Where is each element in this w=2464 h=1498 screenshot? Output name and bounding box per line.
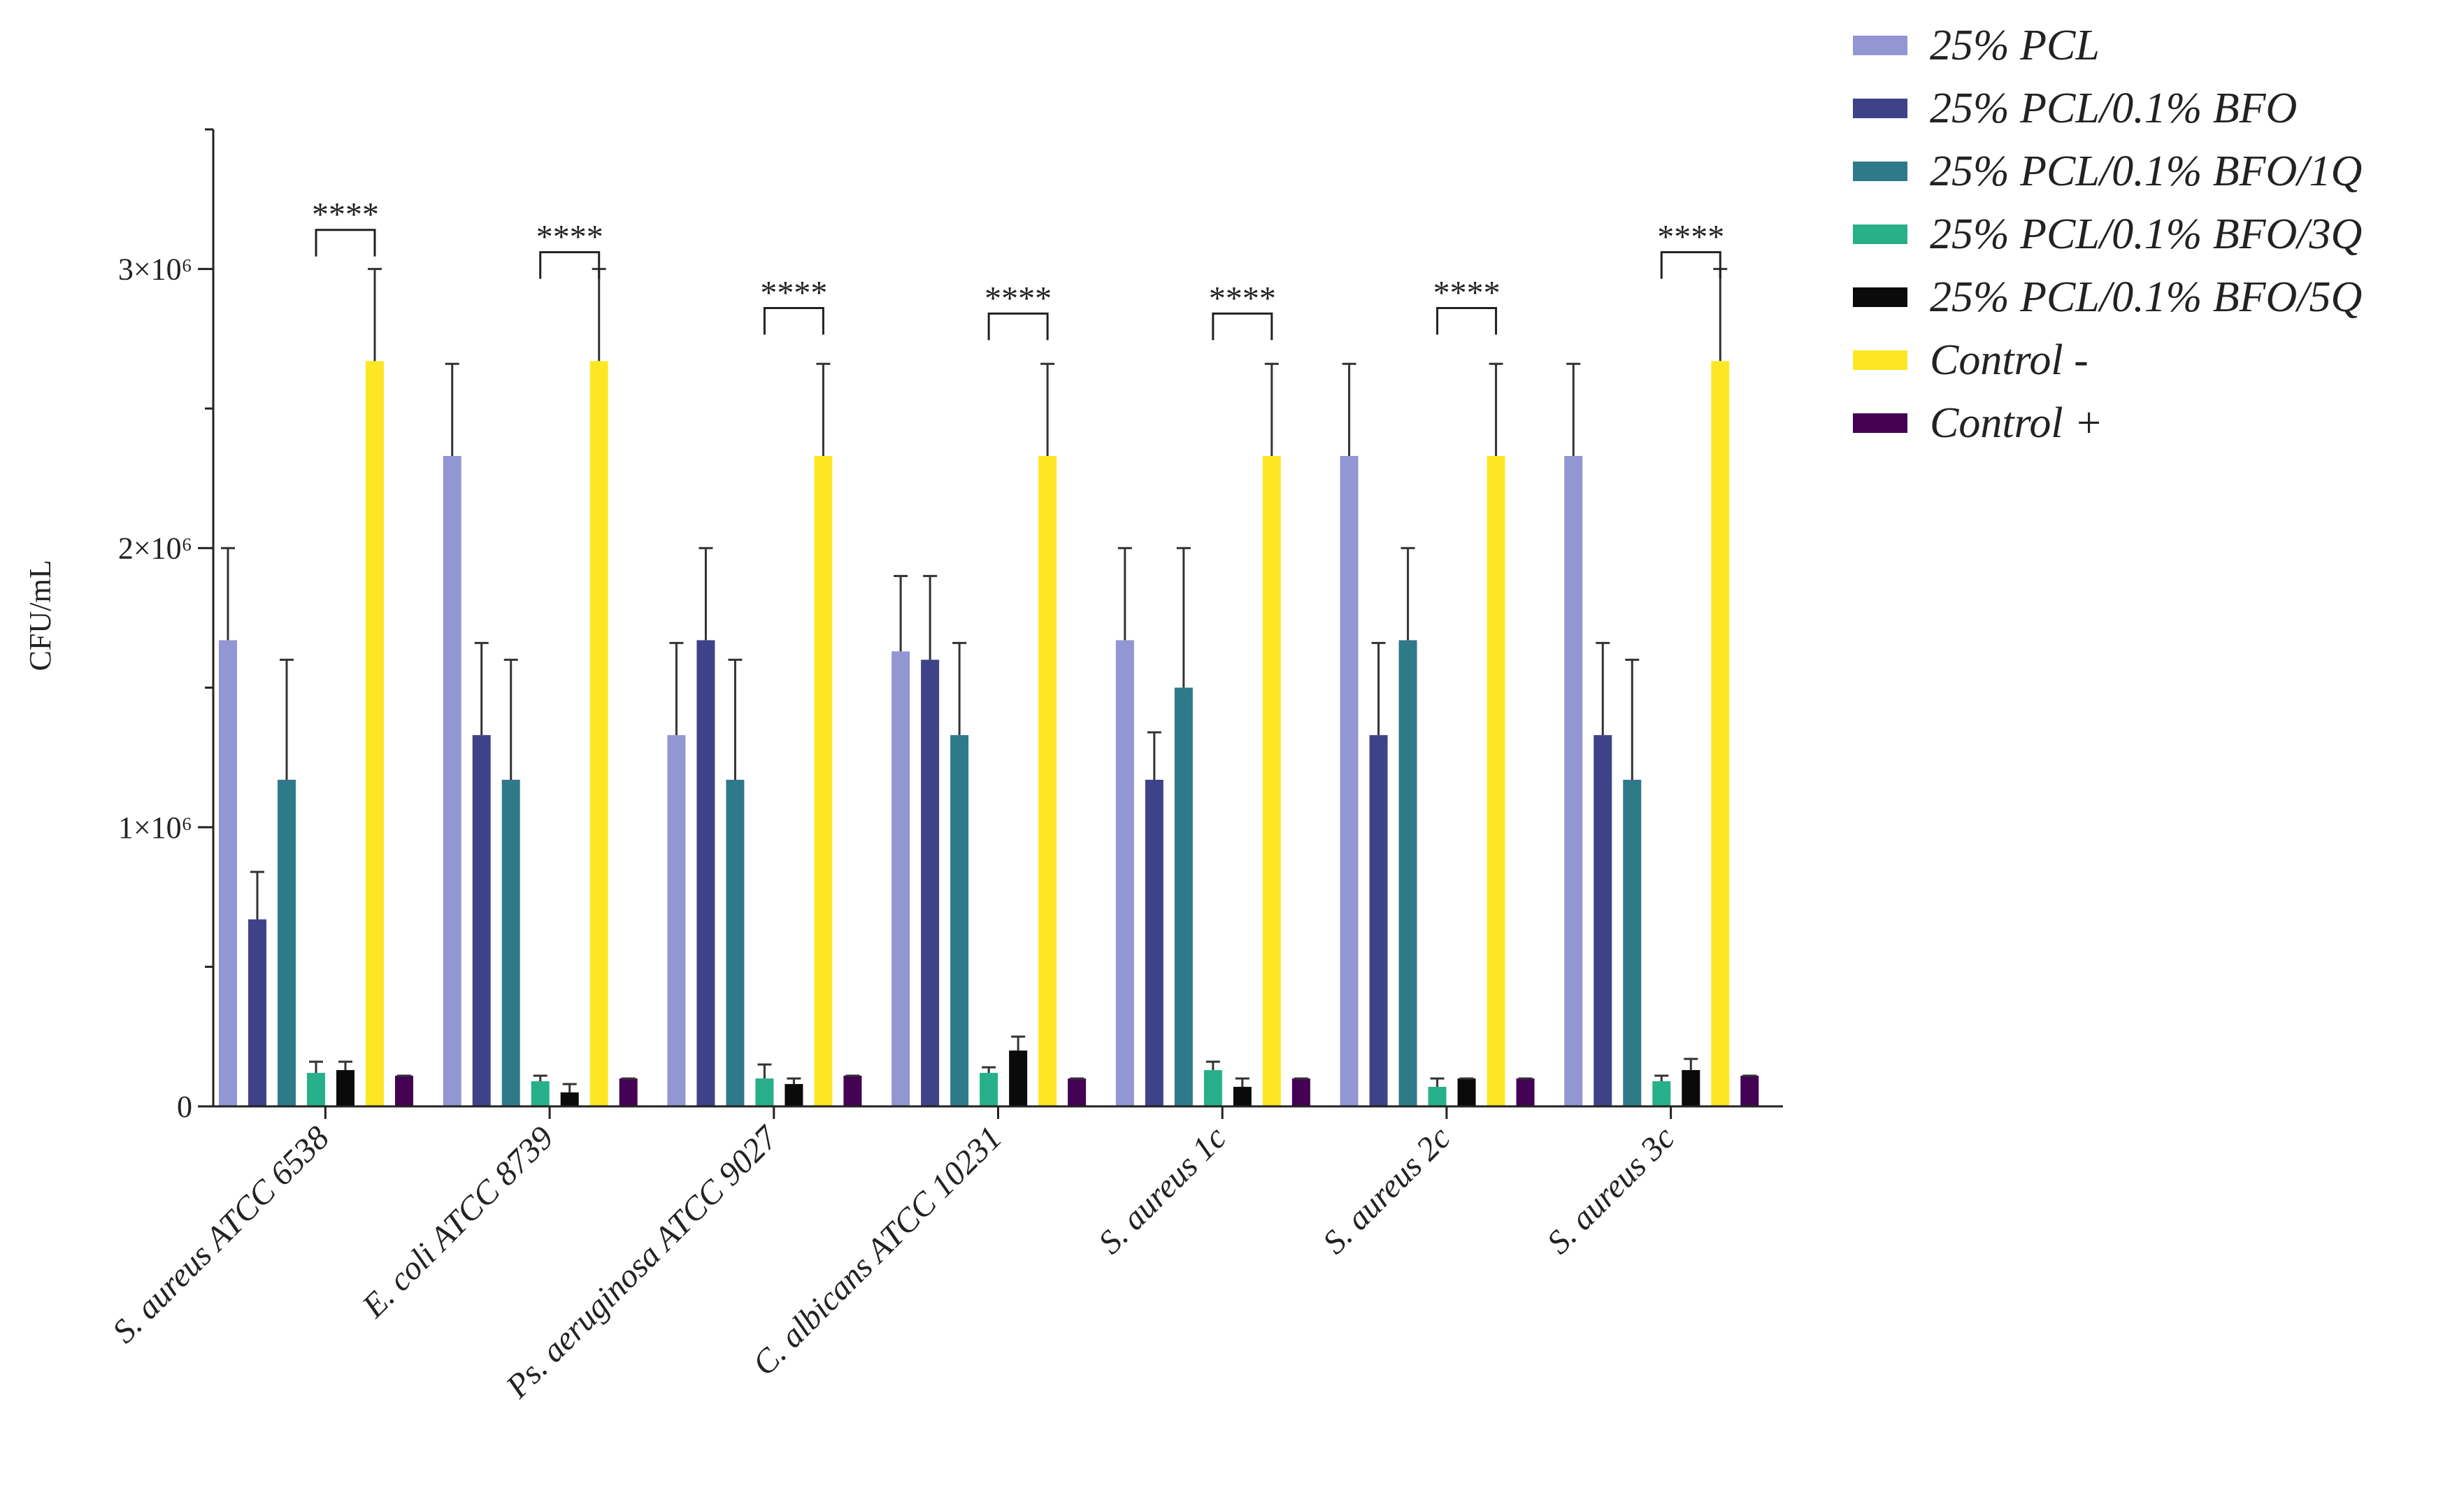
bar — [891, 651, 910, 1106]
significance-bracket — [315, 229, 376, 257]
legend-label: 25% PCL/0.1% BFO/1Q — [1930, 148, 2362, 195]
bar — [1487, 455, 1505, 1106]
x-tick-label: S. aureus 2c — [1316, 1119, 1458, 1261]
bar — [560, 1092, 579, 1106]
bar — [1038, 455, 1057, 1106]
significance-bracket — [1660, 251, 1721, 279]
bar — [1740, 1076, 1759, 1106]
legend-swatch — [1853, 224, 1907, 244]
bar — [1068, 1078, 1087, 1106]
bar — [1145, 780, 1163, 1106]
bar — [785, 1084, 803, 1106]
bar — [755, 1078, 774, 1106]
bar — [1203, 1070, 1222, 1106]
bar — [1291, 1078, 1310, 1106]
significance-label: **** — [312, 197, 379, 234]
bar — [219, 640, 237, 1106]
bar — [501, 780, 520, 1106]
y-axis-label: CFU/mL — [23, 560, 57, 671]
y-tick-label: 3×10⁶ — [118, 252, 192, 287]
x-axis: S. aureus ATCC 6538 E. coli ATCC 8739Ps. … — [106, 1105, 1783, 1406]
bar — [921, 659, 940, 1106]
bar — [1428, 1087, 1447, 1106]
significance-label: **** — [760, 274, 827, 311]
legend-label: 25% PCL/0.1% BFO/5Q — [1930, 273, 2362, 321]
bar — [814, 455, 833, 1106]
y-axis: 0 1×10⁶ 2×10⁶ 3×10⁶ — [118, 128, 215, 1124]
bar — [726, 780, 745, 1106]
bar — [1369, 735, 1388, 1106]
significance-label: **** — [1657, 219, 1724, 256]
x-tick-label: C. albicans ATCC 10231 — [745, 1119, 1009, 1383]
significance-label: **** — [984, 280, 1052, 317]
legend-label: 25% PCL — [1930, 22, 2100, 69]
significance-label: **** — [536, 219, 603, 256]
bar — [1457, 1078, 1476, 1106]
x-tick-label: S. aureus 3c — [1540, 1119, 1682, 1261]
legend-swatch — [1853, 162, 1907, 181]
bar — [366, 361, 384, 1106]
bar — [1652, 1081, 1671, 1106]
bar — [1398, 640, 1417, 1106]
bar — [1516, 1078, 1535, 1106]
x-tick-label: S. aureus 1c — [1091, 1119, 1233, 1261]
significance-bracket — [1436, 306, 1498, 335]
significance-label: **** — [1209, 280, 1276, 317]
bar — [1340, 455, 1359, 1106]
bar — [248, 919, 266, 1106]
bar — [1593, 735, 1612, 1106]
legend-swatch — [1853, 36, 1907, 55]
bar — [1262, 455, 1281, 1106]
significance-bracket — [987, 312, 1049, 341]
bar — [278, 780, 296, 1106]
bar — [472, 735, 491, 1106]
bar — [1233, 1087, 1252, 1106]
legend-swatch — [1853, 99, 1907, 118]
legend: 25% PCL 25% PCL/0.1% BFO 25% PCL/0.1% BFO/… — [1853, 22, 2362, 447]
legend-swatch — [1853, 413, 1907, 433]
bar — [1623, 780, 1642, 1106]
bar — [1174, 687, 1193, 1106]
y-tick-label: 1×10⁶ — [118, 811, 192, 845]
significance-bracket — [763, 306, 824, 335]
y-tick-label: 0 — [177, 1090, 192, 1124]
bar — [619, 1078, 638, 1106]
error-bars — [221, 268, 1757, 1093]
significance-label: **** — [1433, 274, 1500, 311]
bar — [336, 1070, 354, 1106]
bar — [589, 361, 608, 1106]
legend-swatch — [1853, 287, 1907, 307]
bar — [696, 640, 715, 1106]
bar — [1711, 361, 1730, 1106]
x-tick-label: S. aureus ATCC 6538 — [106, 1119, 336, 1350]
legend-label: 25% PCL/0.1% BFO/3Q — [1930, 211, 2362, 258]
bar — [1564, 455, 1583, 1106]
bar — [1009, 1050, 1028, 1106]
bar — [950, 735, 969, 1106]
bar — [531, 1081, 550, 1106]
legend-label: Control + — [1930, 399, 2103, 447]
significance-brackets: **** **** **** **** **** **** **** — [312, 197, 1724, 341]
bar — [980, 1073, 998, 1106]
x-tick-label: E. coli ATCC 8739 — [354, 1119, 561, 1325]
bar — [395, 1076, 413, 1106]
bar — [1115, 640, 1134, 1106]
bar — [667, 735, 686, 1106]
significance-bracket — [1212, 312, 1273, 341]
bar — [1682, 1070, 1700, 1106]
legend-label: Control - — [1930, 336, 2089, 384]
bar — [307, 1073, 325, 1106]
bar — [443, 455, 461, 1106]
legend-swatch — [1853, 350, 1907, 370]
y-tick-label: 2×10⁶ — [118, 532, 192, 566]
bars — [219, 361, 1759, 1106]
bar — [843, 1076, 862, 1106]
legend-label: 25% PCL/0.1% BFO — [1930, 85, 2297, 132]
significance-bracket — [539, 251, 601, 279]
